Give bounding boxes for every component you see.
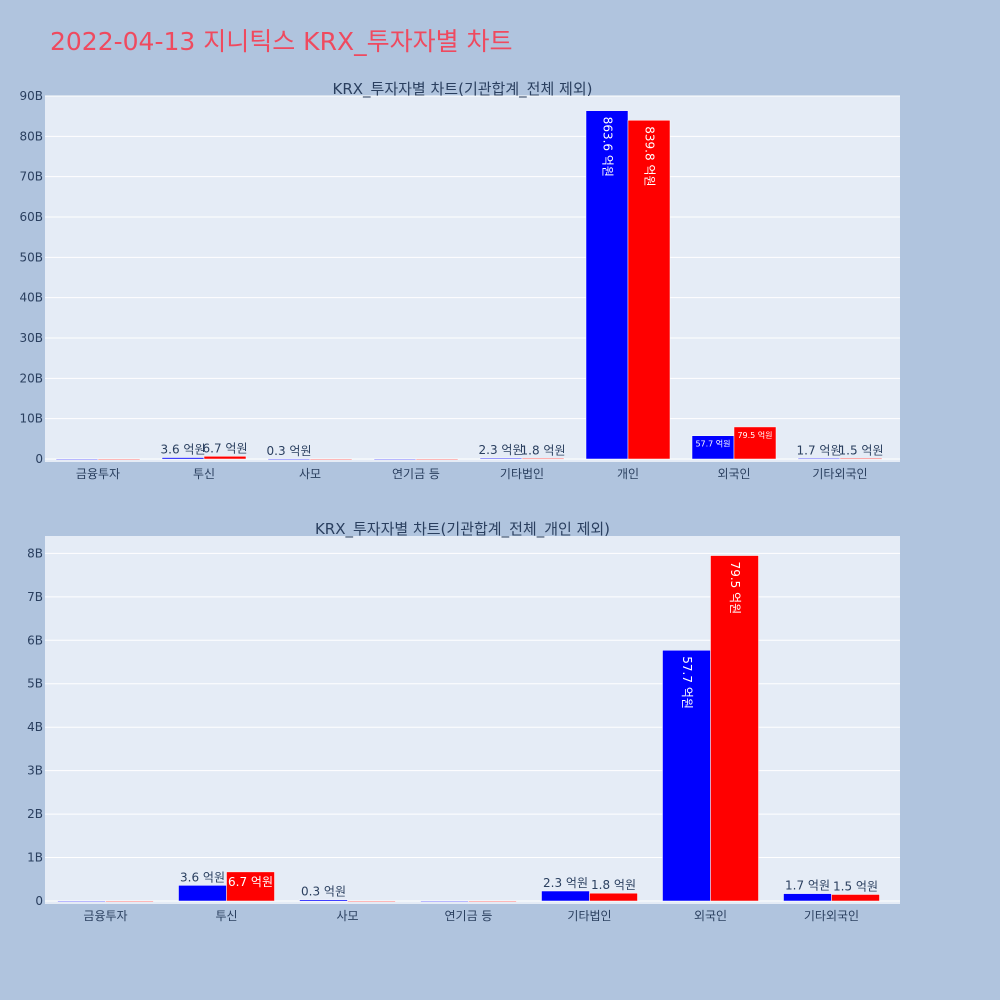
x-tick-label: 외국인 — [717, 467, 750, 481]
bar — [710, 555, 759, 902]
bar — [299, 899, 348, 902]
y-tick-label: 5B — [27, 677, 43, 691]
bar-data-label: 2.3 억원 — [479, 443, 524, 457]
plot-area — [45, 536, 900, 904]
x-tick-label: 금융투자 — [76, 467, 120, 481]
bar-data-label: 1.5 억원 — [839, 443, 884, 457]
y-tick-label: 3B — [27, 764, 43, 778]
bar — [627, 120, 671, 460]
y-tick-label: 6B — [27, 633, 43, 647]
bar-data-label: 79.5 억원 — [728, 562, 742, 615]
y-tick-label: 0 — [35, 452, 43, 466]
chart-title: KRX_투자자별 차트(기관합계_전체 제외) — [333, 80, 593, 99]
bar-data-label: 839.8 억원 — [643, 126, 657, 186]
y-tick-label: 8B — [27, 546, 43, 560]
bar — [589, 892, 638, 902]
chart-title: KRX_투자자별 차트(기관합계_전체_개인 제외) — [315, 520, 610, 539]
bar-data-label: 1.5 억원 — [833, 879, 878, 893]
bar — [97, 458, 141, 461]
bar-data-label: 1.7 억원 — [797, 443, 842, 457]
bar-data-label: 57.7 억원 — [680, 656, 694, 709]
y-tick-label: 4B — [27, 720, 43, 734]
x-tick-label: 기타법인 — [500, 467, 544, 481]
bar — [178, 885, 227, 902]
x-tick-label: 사모 — [299, 467, 321, 481]
y-tick-label: 50B — [19, 250, 43, 264]
x-tick-label: 투신 — [215, 909, 237, 923]
y-tick-label: 20B — [19, 371, 43, 385]
bar — [57, 900, 106, 903]
x-tick-label: 외국인 — [694, 909, 727, 923]
bar — [468, 900, 517, 903]
bar-data-label: 3.6 억원 — [161, 443, 206, 457]
bar — [831, 894, 880, 902]
bar-data-label: 863.6 억원 — [601, 117, 615, 177]
y-tick-label: 0 — [35, 894, 43, 908]
bar-data-label: 1.8 억원 — [591, 878, 636, 892]
bar-data-label: 3.6 억원 — [180, 870, 225, 884]
x-tick-label: 연기금 등 — [445, 909, 493, 923]
y-tick-label: 1B — [27, 851, 43, 865]
y-tick-label: 30B — [19, 331, 43, 345]
bar-data-label: 0.3 억원 — [301, 885, 346, 899]
bar-data-label: 6.7 억원 — [228, 875, 273, 889]
x-tick-label: 기타외국인 — [804, 909, 859, 923]
bar-data-label: 57.7 억원 — [695, 439, 730, 449]
bar — [267, 458, 311, 460]
bar — [839, 458, 883, 460]
y-tick-label: 7B — [27, 590, 43, 604]
bar — [55, 458, 99, 461]
page-title: 2022-04-13 지니틱스 KRX_투자자별 차트 — [50, 27, 513, 56]
bar — [783, 893, 832, 902]
y-tick-label: 10B — [19, 412, 43, 426]
bar-data-label: 1.8 억원 — [521, 443, 566, 457]
y-tick-label: 70B — [19, 170, 43, 184]
y-tick-label: 90B — [19, 89, 43, 103]
x-tick-label: 금융투자 — [83, 909, 127, 923]
bar — [415, 458, 459, 461]
bar — [309, 458, 353, 461]
bar — [420, 900, 469, 903]
y-tick-label: 2B — [27, 807, 43, 821]
bar — [479, 457, 523, 460]
bar — [733, 426, 777, 460]
bar — [541, 890, 590, 902]
bar-data-label: 2.3 억원 — [543, 876, 588, 890]
bar — [585, 110, 629, 460]
x-tick-label: 기타외국인 — [812, 467, 867, 481]
x-tick-label: 연기금 등 — [392, 467, 440, 481]
bar — [226, 871, 275, 902]
x-tick-label: 사모 — [336, 909, 358, 923]
y-tick-label: 60B — [19, 210, 43, 224]
plot-area — [45, 96, 900, 462]
bar — [105, 900, 154, 903]
x-tick-label: 기타법인 — [567, 909, 611, 923]
chart-investor-total: 0 10B 20B 30B 40B 50B 60B 70B 80B 90B KRX_투자자별 차트(… — [19, 80, 900, 481]
y-tick-label: 40B — [19, 291, 43, 305]
bar — [373, 458, 417, 461]
chart-investor-excl-individual: 0 1B 2B 3B 4B 5B 6B 7B 8B KRX_투자자별 차트(기관합계_전체_개인 … — [27, 520, 900, 923]
bar — [347, 900, 396, 903]
bar — [521, 458, 565, 460]
bar — [203, 456, 247, 460]
bar-data-label: 0.3 억원 — [267, 444, 312, 458]
y-tick-label: 80B — [19, 129, 43, 143]
bar-data-label: 79.5 억원 — [737, 430, 772, 440]
bar — [662, 650, 711, 902]
x-tick-label: 개인 — [617, 467, 639, 481]
x-tick-label: 투신 — [193, 467, 215, 481]
bar — [161, 457, 205, 460]
bar — [797, 458, 841, 460]
bar-data-label: 1.7 억원 — [785, 879, 830, 893]
bar-data-label: 6.7 억원 — [203, 441, 248, 455]
